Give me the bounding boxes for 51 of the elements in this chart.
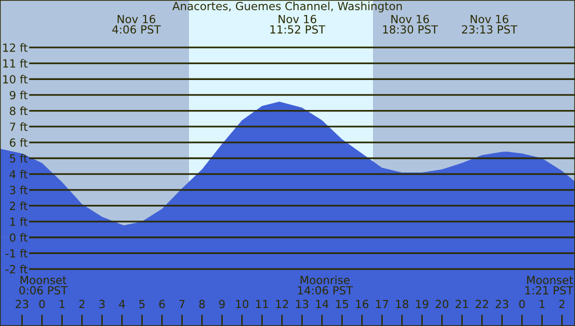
y-tick-label: 10 ft (3, 74, 28, 84)
y-tick-label: 3 ft (10, 186, 28, 194)
y-tick-label: 6 ft (10, 138, 28, 147)
x-tick-label: 2 (559, 300, 564, 308)
y-tick-label: 0 ft (10, 233, 28, 242)
annotation: Moonset 1:21 PST (525, 276, 574, 295)
x-tick-label: 3 (99, 300, 105, 308)
x-tick-label: 19 (416, 300, 428, 308)
x-tick-label: 18 (396, 300, 408, 308)
x-tick-label: 17 (376, 300, 388, 308)
y-tick-label: -1 ft (6, 248, 28, 258)
y-tick-label: 9 ft (10, 90, 28, 100)
x-tick-label: 0 (519, 300, 525, 308)
annotation: Nov 16 4:06 PST (112, 14, 161, 34)
x-tick-label: 1 (60, 300, 65, 308)
x-tick-label: 5 (139, 300, 145, 308)
x-tick-label: 13 (296, 300, 308, 308)
annotation: Moonset 0:06 PST (19, 276, 68, 295)
x-tick-label: 10 (236, 300, 248, 308)
x-tick-label: 11 (256, 300, 268, 308)
y-tick-label: 2 ft (10, 202, 28, 210)
x-tick-label: 22 (476, 300, 488, 308)
x-tick-label: 21 (456, 300, 468, 308)
x-tick-label: 12 (276, 300, 288, 308)
x-tick-label: 16 (356, 300, 368, 308)
x-tick-label: 0 (39, 300, 45, 308)
x-tick-label: 7 (179, 300, 185, 308)
x-tick-label: 1 (540, 300, 545, 308)
annotation: Nov 16 11:52 PST (270, 14, 326, 34)
annotation: Moonrise 14:06 PST (298, 276, 353, 295)
annotation: Nov 16 18:30 PST (383, 14, 438, 34)
x-tick-label: 4 (119, 300, 125, 308)
y-tick-label: 7 ft (10, 122, 28, 131)
annotation: Nov 16 23:13 PST (462, 14, 518, 34)
y-tick-label: 11 ft (3, 59, 28, 68)
y-tick-label: 8 ft (10, 106, 28, 116)
x-tick-label: 6 (159, 300, 165, 308)
x-tick-label: 9 (219, 300, 225, 308)
x-tick-label: 8 (199, 300, 205, 308)
y-tick-label: 5 ft (10, 154, 28, 163)
x-tick-label: 20 (436, 300, 448, 308)
x-tick-label: 2 (79, 300, 84, 308)
x-tick-label: 15 (336, 300, 348, 308)
x-tick-label: 14 (316, 300, 328, 308)
x-tick-label: 23 (496, 300, 508, 308)
y-tick-label: 12 ft (3, 43, 28, 52)
y-tick-label: 1 ft (10, 217, 28, 226)
chart-title: Anacortes, Guemes Channel, Washington (172, 2, 402, 12)
x-tick-label: 23 (16, 300, 28, 308)
y-tick-label: 4 ft (10, 170, 28, 178)
y-tick-label: -2 ft (6, 264, 28, 274)
